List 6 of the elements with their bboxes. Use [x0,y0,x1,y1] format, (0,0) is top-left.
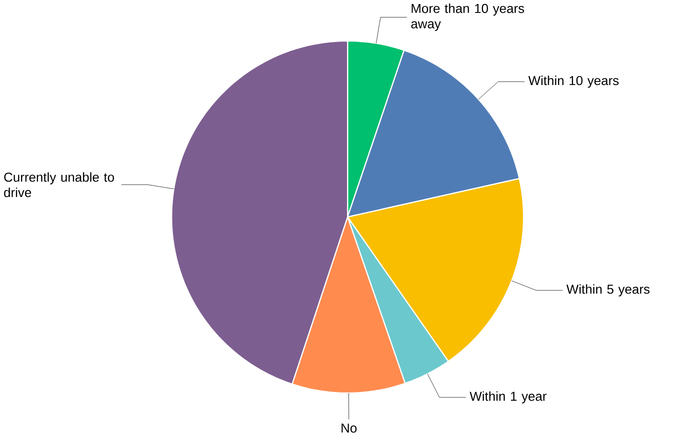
slice-label: Within 10 years [528,76,619,88]
slice-label: Currently unable to drive [4,172,114,198]
slice-label: Within 5 years [566,284,650,297]
slice-label: More than 10 years away [411,4,524,32]
slice-label: Within 1 year [470,392,547,404]
slice-label: No [342,424,357,433]
